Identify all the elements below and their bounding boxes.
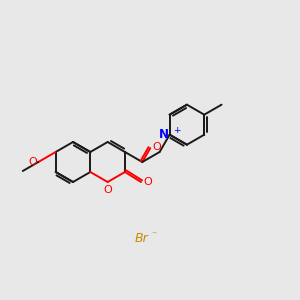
Text: +: + [172, 126, 180, 135]
Text: O: O [28, 157, 38, 167]
Text: O: O [152, 142, 161, 152]
Text: O: O [143, 177, 152, 187]
Text: Br: Br [134, 232, 148, 244]
Text: ⁻: ⁻ [151, 230, 156, 240]
Text: N: N [159, 128, 169, 141]
Text: O: O [103, 185, 112, 195]
